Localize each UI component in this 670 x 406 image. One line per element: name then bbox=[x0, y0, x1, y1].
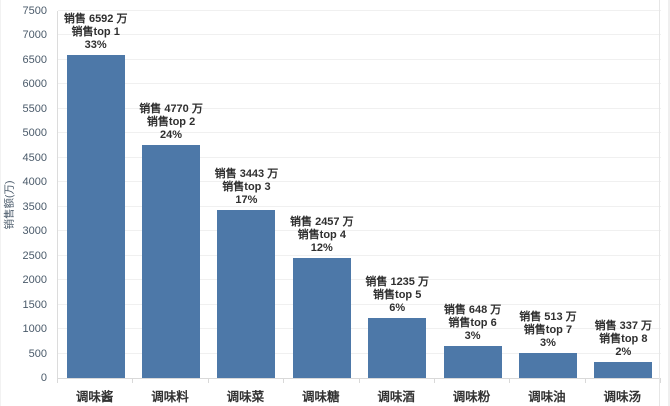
gridline bbox=[58, 132, 661, 134]
y-tick-label: 6000 bbox=[22, 78, 47, 91]
category-label: 调味料 bbox=[151, 390, 189, 404]
y-tick-label: 500 bbox=[28, 347, 47, 360]
y-tick-label: 4500 bbox=[22, 151, 47, 164]
gridline bbox=[58, 328, 661, 330]
gridline bbox=[58, 83, 661, 85]
bar-annotation-line: 销售top 1 bbox=[71, 26, 120, 39]
bar-annotation: 销售 337 万销售top 8 2% bbox=[595, 320, 652, 359]
bar-annotation-line: 销售 2457 万 bbox=[290, 215, 354, 228]
bar-annotation: 销售 513 万销售top 7 3% bbox=[519, 311, 576, 350]
bar-annotation-line: 24% bbox=[160, 128, 183, 141]
y-tick-label: 2500 bbox=[22, 249, 47, 262]
y-tick-label: 7000 bbox=[22, 29, 47, 42]
bar-annotation-line: 3% bbox=[464, 330, 481, 343]
gridline bbox=[58, 303, 661, 305]
x-axis-tick bbox=[57, 379, 58, 383]
category-label: 调味汤 bbox=[603, 390, 642, 404]
gridline bbox=[58, 254, 661, 256]
bar bbox=[443, 346, 502, 378]
bar-annotation-line: 销售top 3 bbox=[222, 180, 271, 193]
plot-area: 销售 6592 万销售top 1 33% 销售 4770 万销售top 2 24% 销售… bbox=[57, 10, 661, 379]
window-edge-left bbox=[0, 0, 1, 406]
x-axis-tick bbox=[433, 379, 435, 383]
y-tick-label: 6500 bbox=[22, 53, 47, 66]
bar-annotation-line: 销售top 8 bbox=[599, 332, 648, 345]
bar-annotation-line: 销售 513 万 bbox=[519, 310, 577, 323]
window-edge-right bbox=[668, 0, 670, 406]
x-axis-tick bbox=[132, 379, 134, 383]
y-tick-label: 2000 bbox=[22, 274, 47, 287]
bar-annotation-line: 17% bbox=[235, 193, 258, 206]
x-axis-tick bbox=[584, 379, 586, 383]
bar-annotation-line: 销售 3443 万 bbox=[214, 167, 279, 180]
window-edge-right-line bbox=[659, 0, 660, 406]
x-axis: 调味酱 调味料 调味菜 调味糖 调味酒 调味粉 调味油 调味汤 bbox=[57, 379, 661, 405]
gridline bbox=[58, 205, 661, 207]
bar-annotation-line: 销售 1235 万 bbox=[365, 275, 429, 288]
gridline bbox=[58, 58, 661, 60]
gridline bbox=[58, 352, 661, 354]
bar bbox=[217, 209, 276, 378]
category-label: 调味粉 bbox=[452, 390, 491, 404]
bar-annotation: 销售 6592 万销售top 1 33% bbox=[64, 13, 128, 52]
bar bbox=[292, 257, 351, 378]
bar-annotation: 销售 1235 万销售top 5 6% bbox=[365, 276, 429, 315]
bar-annotation-line: 33% bbox=[84, 39, 107, 52]
gridline bbox=[58, 10, 661, 11]
y-tick-label: 1000 bbox=[22, 323, 47, 336]
category-label: 调味糖 bbox=[302, 390, 340, 404]
bar bbox=[66, 55, 125, 378]
category-label: 调味油 bbox=[528, 390, 566, 404]
bar-annotation: 销售 4770 万销售top 2 24% bbox=[139, 103, 203, 142]
gridline bbox=[58, 230, 661, 232]
y-tick-label: 3000 bbox=[22, 225, 47, 238]
gridline bbox=[58, 156, 661, 158]
x-axis-tick bbox=[283, 379, 285, 383]
x-axis-tick bbox=[660, 379, 661, 383]
bar-annotation-line: 销售top 7 bbox=[523, 323, 573, 336]
y-tick-label: 5500 bbox=[22, 102, 47, 115]
y-tick-label: 0 bbox=[40, 372, 47, 384]
bar-annotation-line: 销售 337 万 bbox=[594, 319, 653, 332]
y-tick-label: 1500 bbox=[22, 298, 47, 311]
bar bbox=[368, 317, 427, 378]
bar-annotation: 销售 2457 万销售top 4 12% bbox=[290, 216, 354, 255]
bar-annotation-line: 销售top 6 bbox=[448, 317, 497, 330]
gridline bbox=[58, 181, 661, 183]
bar bbox=[142, 144, 201, 378]
y-tick-label: 3500 bbox=[22, 200, 47, 213]
bar-annotation-line: 2% bbox=[615, 345, 632, 358]
bar bbox=[594, 361, 653, 378]
bar-annotation-line: 3% bbox=[539, 336, 556, 349]
y-tick-label: 4000 bbox=[22, 176, 47, 189]
bar-annotation-line: 12% bbox=[310, 241, 333, 254]
bar-annotation-line: 销售top 4 bbox=[297, 228, 346, 241]
gridline bbox=[58, 34, 661, 36]
bar-annotation-line: 销售 6592 万 bbox=[63, 13, 128, 26]
category-label: 调味酱 bbox=[75, 390, 114, 404]
gridline bbox=[58, 279, 661, 281]
bar bbox=[518, 352, 577, 378]
bar-annotation-line: 6% bbox=[389, 301, 406, 314]
y-tick-label: 5000 bbox=[22, 127, 47, 140]
gridline bbox=[58, 107, 661, 109]
x-axis-tick bbox=[358, 379, 360, 383]
y-tick-label: 7500 bbox=[22, 5, 47, 17]
bar-annotation: 销售 648 万销售top 6 3% bbox=[444, 304, 501, 343]
bar-annotation-line: 销售 4770 万 bbox=[139, 102, 203, 115]
bar-annotation-line: 销售top 2 bbox=[146, 115, 196, 128]
y-axis-ticks: 0 500 1000 1500 2000 2500 3000 3500 4000 4500 5000… bbox=[0, 5, 51, 384]
bar-annotation-line: 销售top 5 bbox=[373, 288, 422, 301]
bar-annotation-line: 销售 648 万 bbox=[443, 304, 502, 317]
x-axis-tick bbox=[509, 379, 511, 383]
x-axis-tick bbox=[207, 379, 209, 383]
category-label: 调味酒 bbox=[377, 390, 415, 404]
category-label: 调味菜 bbox=[226, 390, 265, 404]
bar-annotation: 销售 3443 万销售top 3 17% bbox=[215, 168, 279, 207]
